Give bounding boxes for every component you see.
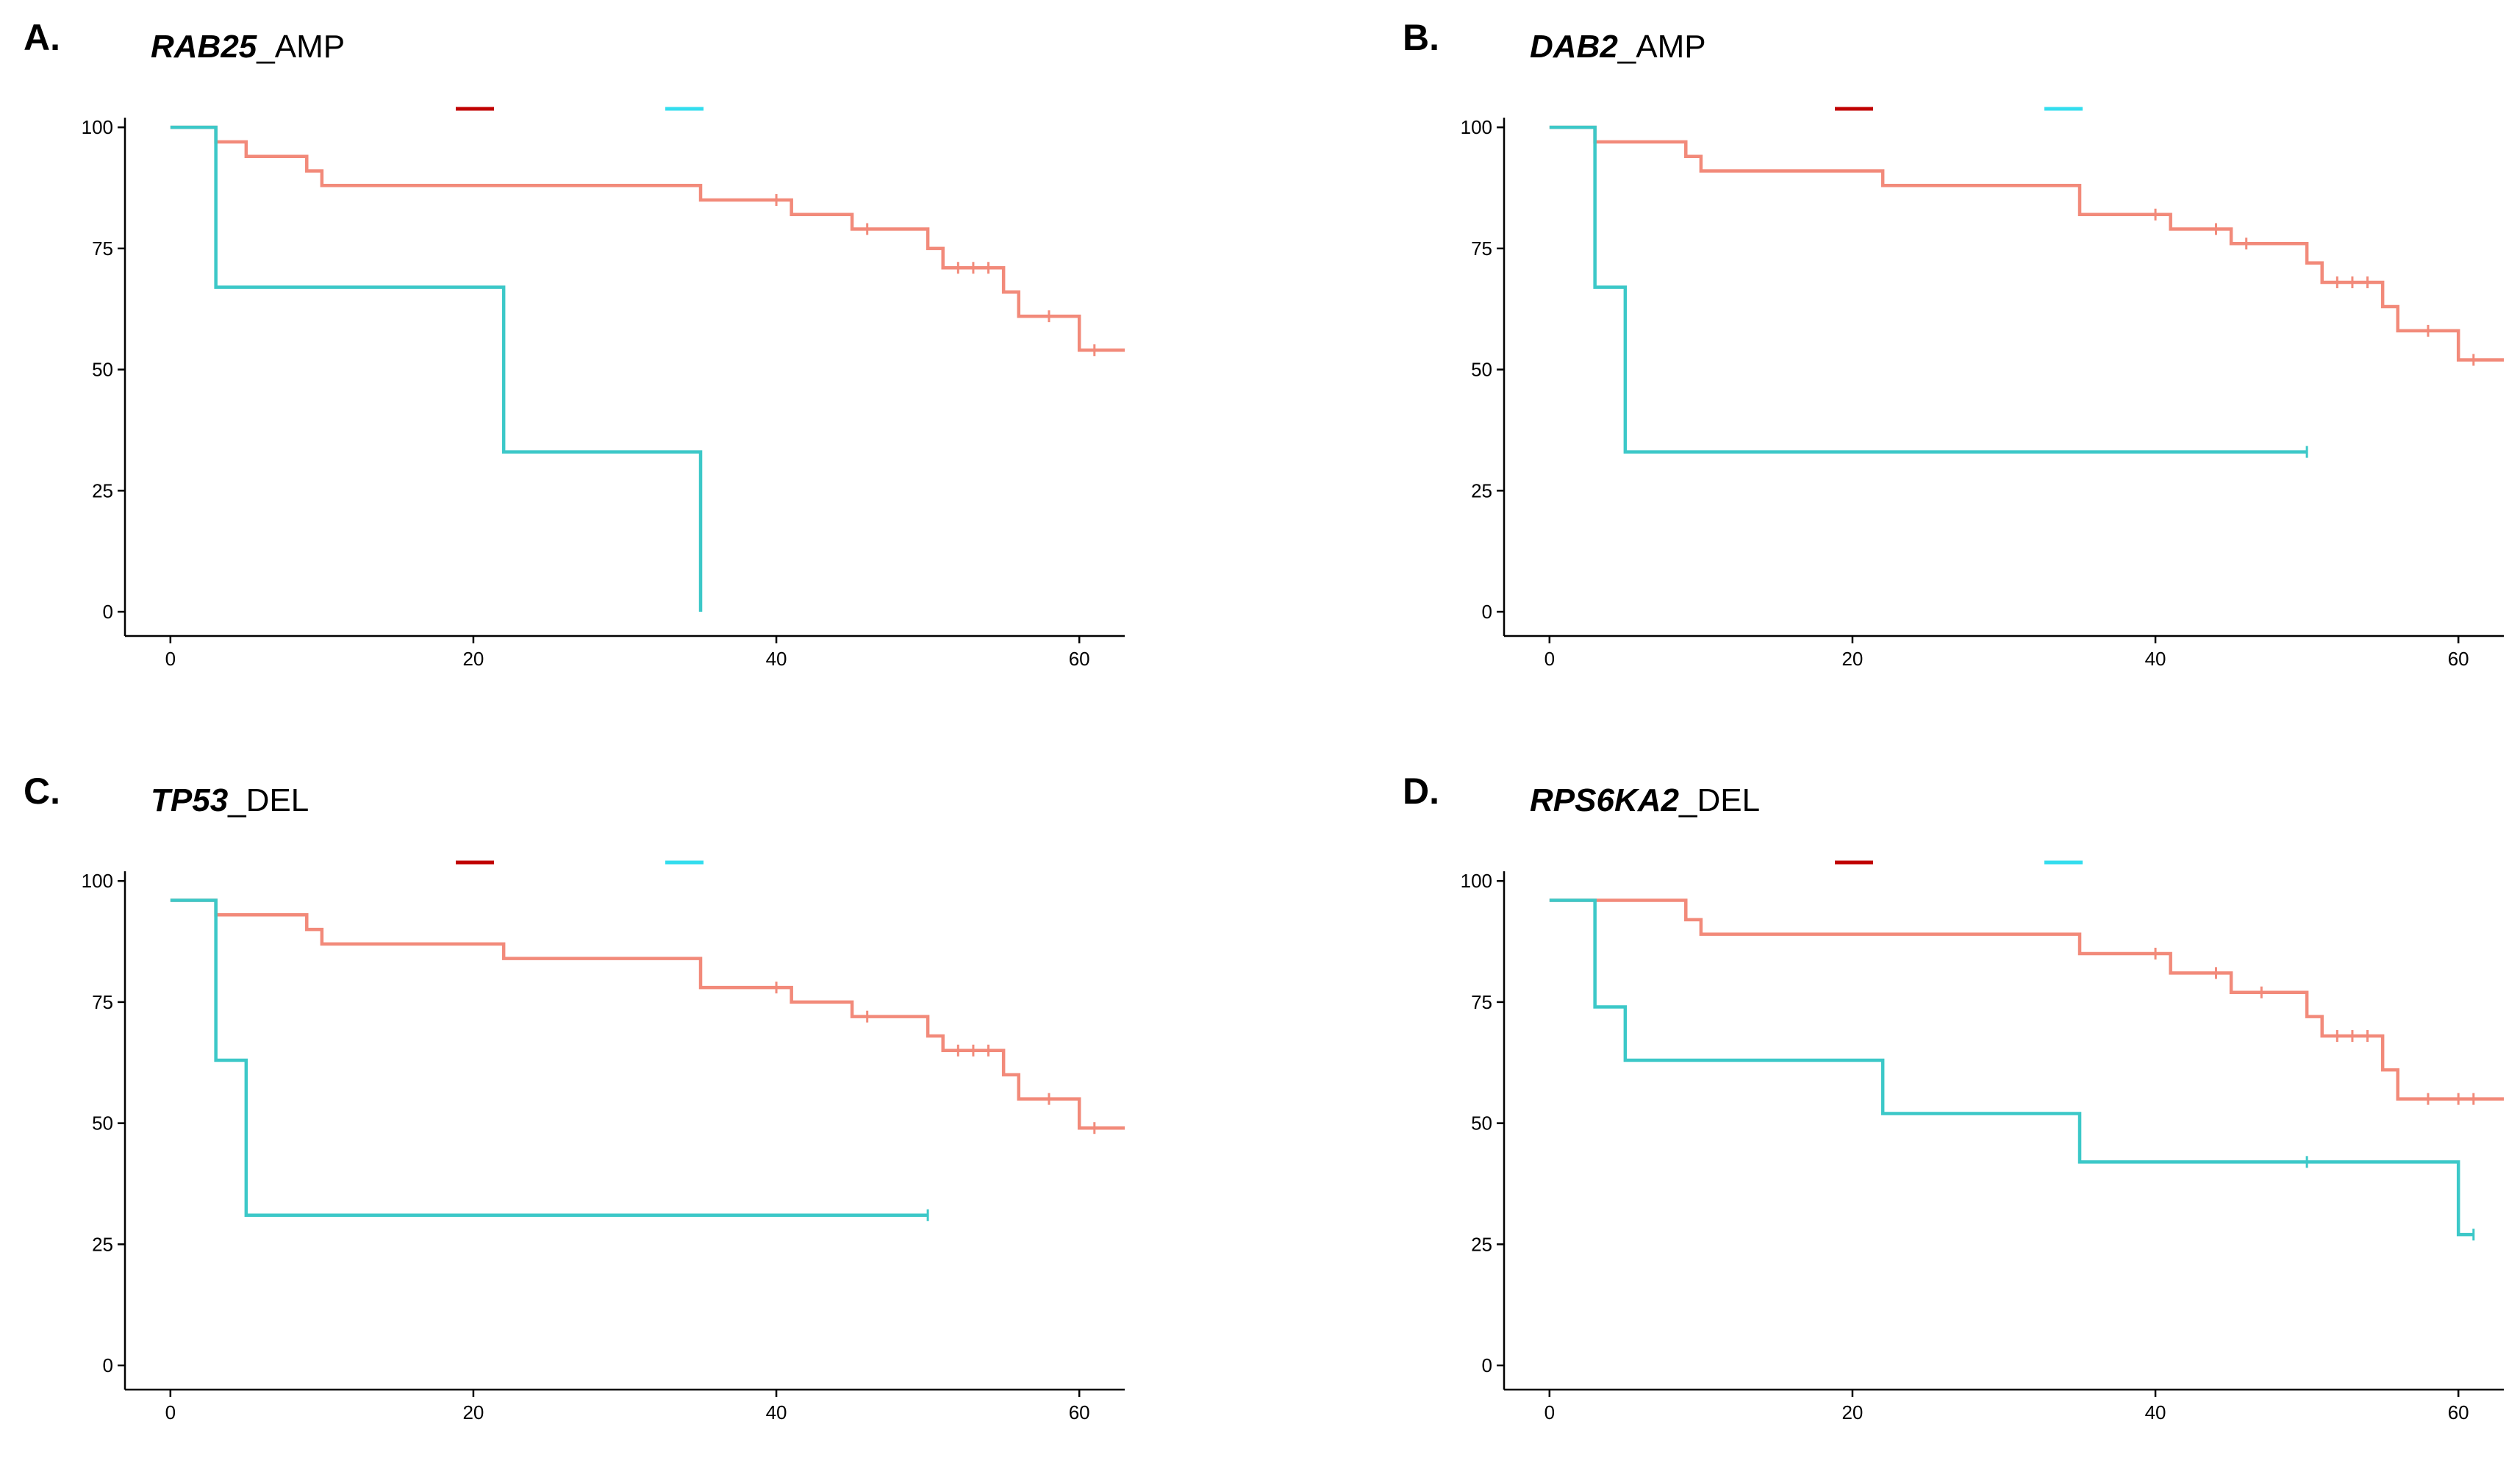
panel-3: D. RPS6KA2_DEL 0 25 50 75 100 0 20 40 60 [1403, 771, 2504, 1423]
y-tick-label: 50 [92, 359, 113, 381]
panel-letter: D. [1403, 771, 1439, 812]
panel-title-suffix: _DEL [227, 782, 309, 818]
y-tick-label: 25 [1471, 1233, 1492, 1255]
survival-curve-group-1 [1549, 898, 2474, 1237]
x-tick-label: 60 [1069, 648, 1090, 670]
panel-title: RAB25_AMP [151, 29, 345, 65]
panel-title-gene: TP53 [151, 782, 228, 818]
survival-curve-group-0 [1549, 898, 2504, 1101]
y-tick-label: 0 [103, 1354, 113, 1376]
y-tick-label: 50 [1471, 359, 1492, 381]
panel-title-suffix: _AMP [1617, 29, 1706, 65]
y-tick-label: 25 [92, 1233, 113, 1255]
survival-curve-group-0 [170, 898, 1125, 1130]
y-tick-label: 25 [1471, 479, 1492, 501]
y-tick-label: 100 [82, 116, 113, 138]
x-tick-label: 40 [766, 648, 787, 670]
panel-title-gene: RPS6KA2 [1530, 782, 1679, 818]
panel-letter: A. [24, 17, 60, 58]
y-tick-label: 0 [103, 601, 113, 623]
y-tick-label: 0 [1482, 1354, 1492, 1376]
x-tick-label: 40 [766, 1401, 787, 1423]
x-tick-label: 40 [2145, 648, 2166, 670]
x-tick-label: 60 [2448, 1401, 2469, 1423]
x-tick-label: 40 [2145, 1401, 2166, 1423]
y-tick-label: 100 [1461, 116, 1492, 138]
survival-curve-group-1 [170, 125, 703, 612]
panel-title: RPS6KA2_DEL [1530, 782, 1760, 818]
panel-title-gene: DAB2 [1530, 29, 1618, 65]
y-tick-label: 75 [92, 991, 113, 1013]
panel-0: A. RAB25_AMP 0 25 50 75 100 0 20 40 60 [24, 17, 1125, 670]
panel-letter: B. [1403, 17, 1439, 58]
panel-letter: C. [24, 771, 60, 812]
x-tick-label: 0 [165, 648, 176, 670]
y-tick-label: 75 [92, 237, 113, 260]
x-tick-label: 20 [462, 648, 484, 670]
y-tick-label: 75 [1471, 237, 1492, 260]
x-tick-label: 60 [2448, 648, 2469, 670]
x-tick-label: 20 [462, 1401, 484, 1423]
y-tick-label: 100 [82, 870, 113, 892]
y-tick-label: 75 [1471, 991, 1492, 1013]
y-tick-label: 0 [1482, 601, 1492, 623]
panel-1: B. DAB2_AMP 0 25 50 75 100 0 20 40 60 [1403, 17, 2504, 670]
x-tick-label: 0 [165, 1401, 176, 1423]
x-tick-label: 20 [1841, 1401, 1863, 1423]
panel-title-suffix: _AMP [256, 29, 345, 65]
panel-2: C. TP53_DEL 0 25 50 75 100 0 20 40 60 [24, 771, 1125, 1423]
x-tick-label: 60 [1069, 1401, 1090, 1423]
survival-curve-group-1 [170, 898, 928, 1218]
y-tick-label: 50 [1471, 1112, 1492, 1134]
panel-title-suffix: _DEL [1678, 782, 1760, 818]
y-tick-label: 50 [92, 1112, 113, 1134]
x-tick-label: 20 [1841, 648, 1863, 670]
x-tick-label: 0 [1544, 648, 1555, 670]
y-tick-label: 25 [92, 479, 113, 501]
panel-title-gene: RAB25 [151, 29, 257, 65]
panel-title: DAB2_AMP [1530, 29, 1706, 65]
y-tick-label: 100 [1461, 870, 1492, 892]
survival-curve-group-0 [170, 125, 1125, 352]
survival-curve-group-1 [1549, 125, 2308, 454]
x-tick-label: 0 [1544, 1401, 1555, 1423]
survival-curve-group-0 [1549, 125, 2504, 362]
panel-title: TP53_DEL [151, 782, 309, 818]
